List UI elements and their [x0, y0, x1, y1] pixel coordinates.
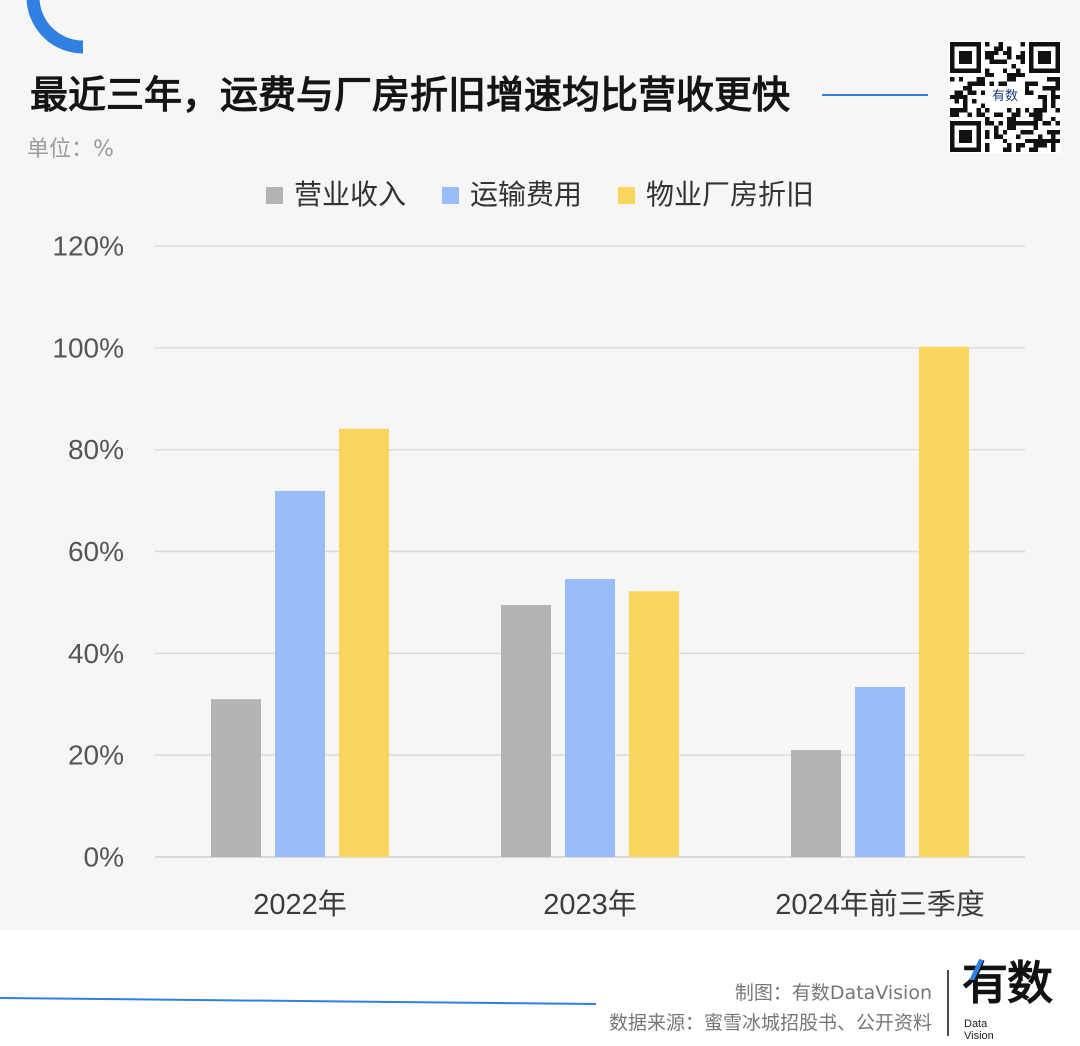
- legend: 营业收入 运输费用 物业厂房折旧: [0, 178, 1080, 212]
- y-tick-label: 120%: [52, 231, 124, 262]
- legend-item-shipping-cost: 运输费用: [441, 178, 582, 212]
- x-tick-label: 2022年: [253, 888, 347, 921]
- bar-shipping-cost-2023: [565, 578, 615, 857]
- x-tick-label: 2023年: [543, 888, 637, 921]
- y-tick-label: 0%: [84, 842, 124, 873]
- brand-logo: 有数 Data Vision: [960, 958, 1070, 1044]
- logo-subtitle: Data Vision: [964, 1018, 994, 1042]
- qr-finder-patterns: [950, 42, 1060, 152]
- qr-code: 有数: [949, 41, 1061, 153]
- y-tick-label: 40%: [68, 638, 124, 669]
- legend-item-revenue: 营业收入: [265, 178, 406, 212]
- chart-title: 最近三年，运费与厂房折旧增速均比营收更快: [30, 73, 791, 117]
- chart-credit: 制图：有数DataVision: [734, 982, 932, 1004]
- legend-label-revenue: 营业收入: [293, 178, 406, 211]
- logo-subtitle-line1: Data: [964, 1018, 988, 1030]
- bar-revenue-2023: [501, 604, 551, 857]
- y-tick-label: 60%: [68, 536, 124, 567]
- legend-label-property-depreciation: 物业厂房折旧: [646, 178, 815, 211]
- footer-accent-stroke: [0, 997, 597, 1005]
- bar-chart-plot: 0% 20% 40% 60% 80% 100% 120% 2022年 2023年 2024年前三季…: [52, 231, 1025, 921]
- logo-subtitle-line2: Vision: [964, 1030, 994, 1042]
- y-tick-label: 20%: [68, 740, 124, 771]
- y-tick-label: 100%: [52, 332, 124, 363]
- x-tick-label: 2024年前三季度: [775, 888, 985, 921]
- legend-label-shipping-cost: 运输费用: [469, 178, 582, 211]
- bar-property-depreciation-2023: [629, 591, 679, 857]
- corner-arc-stroke: [26, 0, 84, 54]
- bar-revenue-2024-q1-q3: [791, 750, 841, 857]
- bar-revenue-2022: [211, 699, 261, 857]
- bar-shipping-cost-2022: [275, 490, 325, 857]
- y-tick-label: 80%: [68, 434, 124, 465]
- bar-shipping-cost-2024-q1-q3: [855, 686, 905, 857]
- bar-property-depreciation-2022: [339, 428, 389, 857]
- footer-separator: [947, 970, 949, 1036]
- bar-property-depreciation-2024-q1-q3: [919, 346, 969, 857]
- footer-accent-line: [0, 997, 597, 1005]
- qr-data-modules: [950, 42, 1060, 152]
- data-source: 数据来源：蜜雪冰城招股书、公开资料: [608, 1012, 932, 1034]
- title-accent-line: [822, 94, 928, 96]
- legend-swatch-revenue: [265, 186, 283, 204]
- corner-arc-decoration: [26, 0, 84, 54]
- qr-center-label: 有数: [989, 86, 1021, 108]
- legend-item-property-depreciation: 物业厂房折旧: [618, 178, 814, 212]
- legend-swatch-property-depreciation: [618, 186, 635, 204]
- qr-code-graphic: [950, 42, 1060, 152]
- unit-label: 单位：%: [27, 137, 114, 162]
- legend-swatch-shipping-cost: [441, 186, 459, 204]
